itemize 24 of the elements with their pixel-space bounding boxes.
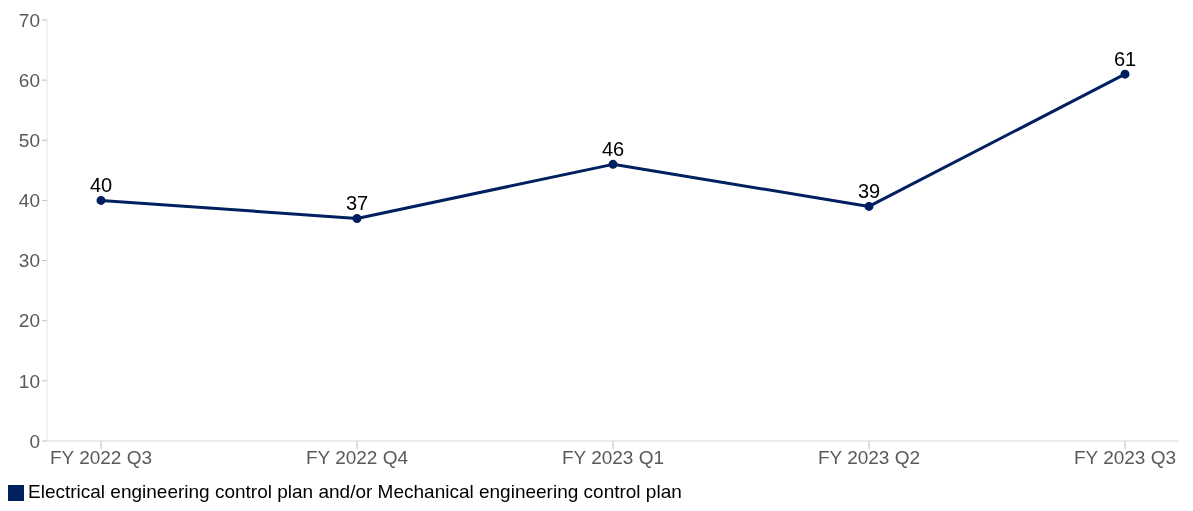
- y-tick-label: 50: [18, 130, 40, 152]
- point: [864, 201, 874, 211]
- x-tick-label: FY 2023 Q3: [1073, 447, 1177, 469]
- data-label: 39: [857, 180, 881, 203]
- legend-label: Electrical engineering control plan and/or Mechanical engineering control plan: [28, 481, 682, 502]
- point: [352, 213, 362, 223]
- data-label: 46: [601, 138, 625, 161]
- x-tick-label: FY 2022 Q4: [305, 447, 409, 469]
- data-label: 37: [345, 192, 369, 215]
- y-tick-label: 10: [18, 370, 40, 392]
- y-tick-label: 40: [18, 190, 40, 212]
- point: [1120, 69, 1130, 79]
- point: [96, 195, 106, 205]
- data-label: 61: [1113, 48, 1137, 71]
- y-tick-label: 20: [18, 310, 40, 332]
- y-tick-label: 60: [18, 69, 40, 91]
- y-tick-label: 0: [29, 430, 40, 452]
- y-tick-label: 70: [18, 9, 40, 31]
- y-tick-label: 30: [18, 250, 40, 272]
- x-tick-label: FY 2022 Q3: [49, 447, 153, 469]
- point: [608, 159, 618, 169]
- x-tick-label: FY 2023 Q2: [817, 447, 921, 469]
- data-label: 40: [89, 174, 113, 197]
- x-tick-label: FY 2023 Q1: [561, 447, 665, 469]
